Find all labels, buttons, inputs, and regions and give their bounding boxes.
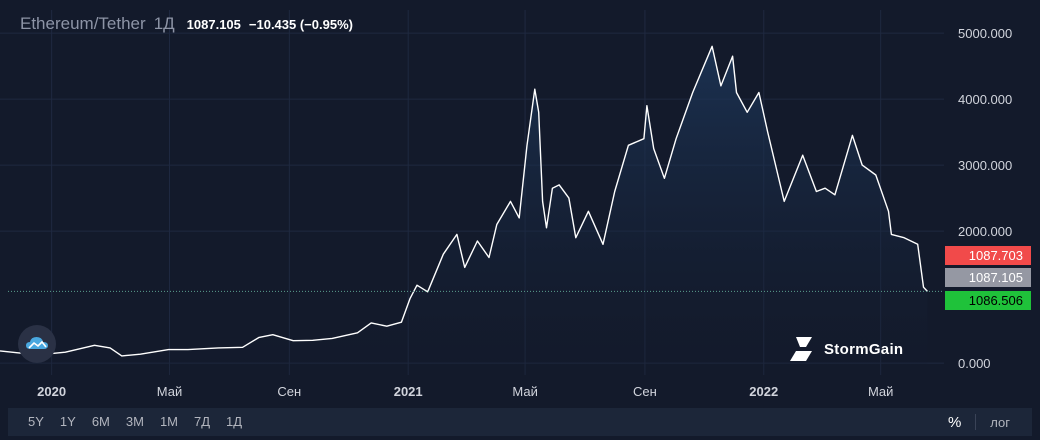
price-tick-label: 0.000 xyxy=(958,356,991,371)
bid-price-tag: 1086.506 xyxy=(945,291,1031,310)
time-tick-label: 2021 xyxy=(394,384,423,399)
range-6m-button[interactable]: 6M xyxy=(91,414,110,429)
range-1m-button[interactable]: 1M xyxy=(159,414,178,429)
price-tick-label: 5000.000 xyxy=(958,26,1012,41)
range-7d-button[interactable]: 7Д xyxy=(194,414,211,429)
brand-name: StormGain xyxy=(824,340,904,358)
price-line xyxy=(0,45,928,357)
range-3m-button[interactable]: 3M xyxy=(125,414,144,429)
time-tick-label: Сен xyxy=(633,384,657,399)
price-tick-label: 2000.000 xyxy=(958,224,1012,239)
percent-scale-button[interactable]: % xyxy=(947,413,962,431)
interval-label: 1Д xyxy=(153,14,175,33)
price-tick-label: 4000.000 xyxy=(958,92,1012,107)
time-tick-label: Сен xyxy=(277,384,301,399)
divider xyxy=(975,414,977,430)
time-tick-label: 2022 xyxy=(749,384,778,399)
last-price-tag: 1087.105 xyxy=(945,268,1031,287)
cloud-logo-icon[interactable] xyxy=(18,325,56,363)
time-tick-label: Май xyxy=(512,384,537,399)
range-1d-button[interactable]: 1Д xyxy=(226,414,243,429)
brand-watermark: StormGain xyxy=(788,337,903,361)
price-tick-label: 3000.000 xyxy=(958,158,1012,173)
scale-controls: % лог xyxy=(934,414,1032,431)
time-tick-label: Май xyxy=(157,384,182,399)
range-1y-button[interactable]: 1Y xyxy=(59,414,76,429)
range-5y-button[interactable]: 5Y xyxy=(28,414,44,429)
time-tick-label: 2020 xyxy=(37,384,66,399)
price-axis[interactable]: 5000.000 4000.000 3000.000 2000.000 0.000 xyxy=(958,26,1012,371)
time-axis[interactable]: 2020 Май Сен 2021 Май Сен 2022 Май xyxy=(37,384,893,399)
stormgain-logo-icon xyxy=(790,337,812,361)
time-tick-label: Май xyxy=(868,384,893,399)
symbol-name: Ethereum/Tether xyxy=(20,14,146,33)
log-scale-button[interactable]: лог xyxy=(990,414,1010,430)
legend-change: −10.435 (−0.95%) xyxy=(248,17,353,32)
symbol-legend: Ethereum/Tether 1Д 1087.105 −10.435 (−0.… xyxy=(20,14,353,34)
legend-price: 1087.105 xyxy=(186,17,241,32)
ask-price-tag: 1087.703 xyxy=(945,246,1031,265)
price-area-fill xyxy=(0,46,928,376)
bottom-toolbar: 5Y 1Y 6M 3M 1M 7Д 1Д % лог xyxy=(8,408,1032,436)
